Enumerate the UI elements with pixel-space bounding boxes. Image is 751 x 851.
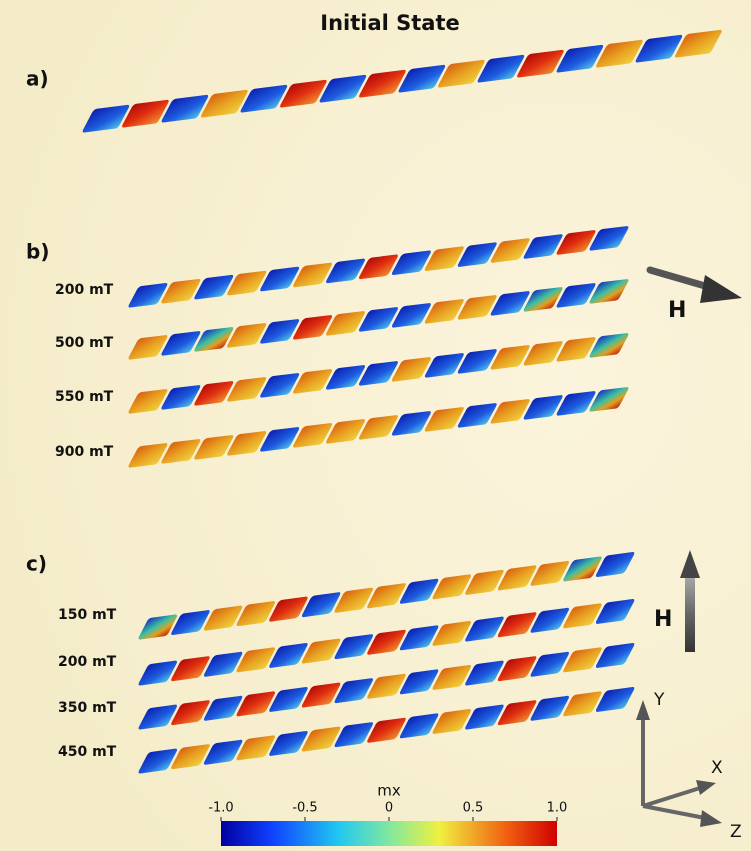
field-value: 900 mT: [55, 444, 114, 460]
axis-label: X: [711, 758, 723, 778]
field-value: 550 mT: [55, 389, 114, 405]
panel-label: c): [26, 552, 47, 576]
field-value: 200 mT: [58, 654, 117, 670]
field-value: 200 mT: [55, 282, 114, 298]
figure: Initial State a) b) c) H H Y X Z mx -1.0…: [0, 0, 751, 851]
field-value: 450 mT: [58, 744, 117, 760]
field-label: H: [668, 298, 686, 323]
colorbar-tick-label: -1.0: [208, 801, 233, 816]
axis-label: Z: [730, 822, 742, 842]
colorbar-tick-label: 0.5: [463, 801, 484, 816]
panel-label: b): [26, 240, 49, 264]
field-value: 150 mT: [58, 607, 117, 623]
panel-label: a): [26, 67, 49, 91]
colorbar-tick-label: 0: [385, 801, 393, 816]
colorbar-tick-label: 1.0: [547, 801, 568, 816]
field-value: 500 mT: [55, 335, 114, 351]
title: Initial State: [320, 11, 460, 35]
colorbar-tick-label: -0.5: [292, 801, 317, 816]
field-value: 350 mT: [58, 700, 117, 716]
field-label: H: [654, 607, 672, 632]
colorbar: [221, 821, 557, 846]
axis-label: Y: [653, 690, 665, 710]
colorbar-title: mx: [377, 782, 401, 800]
